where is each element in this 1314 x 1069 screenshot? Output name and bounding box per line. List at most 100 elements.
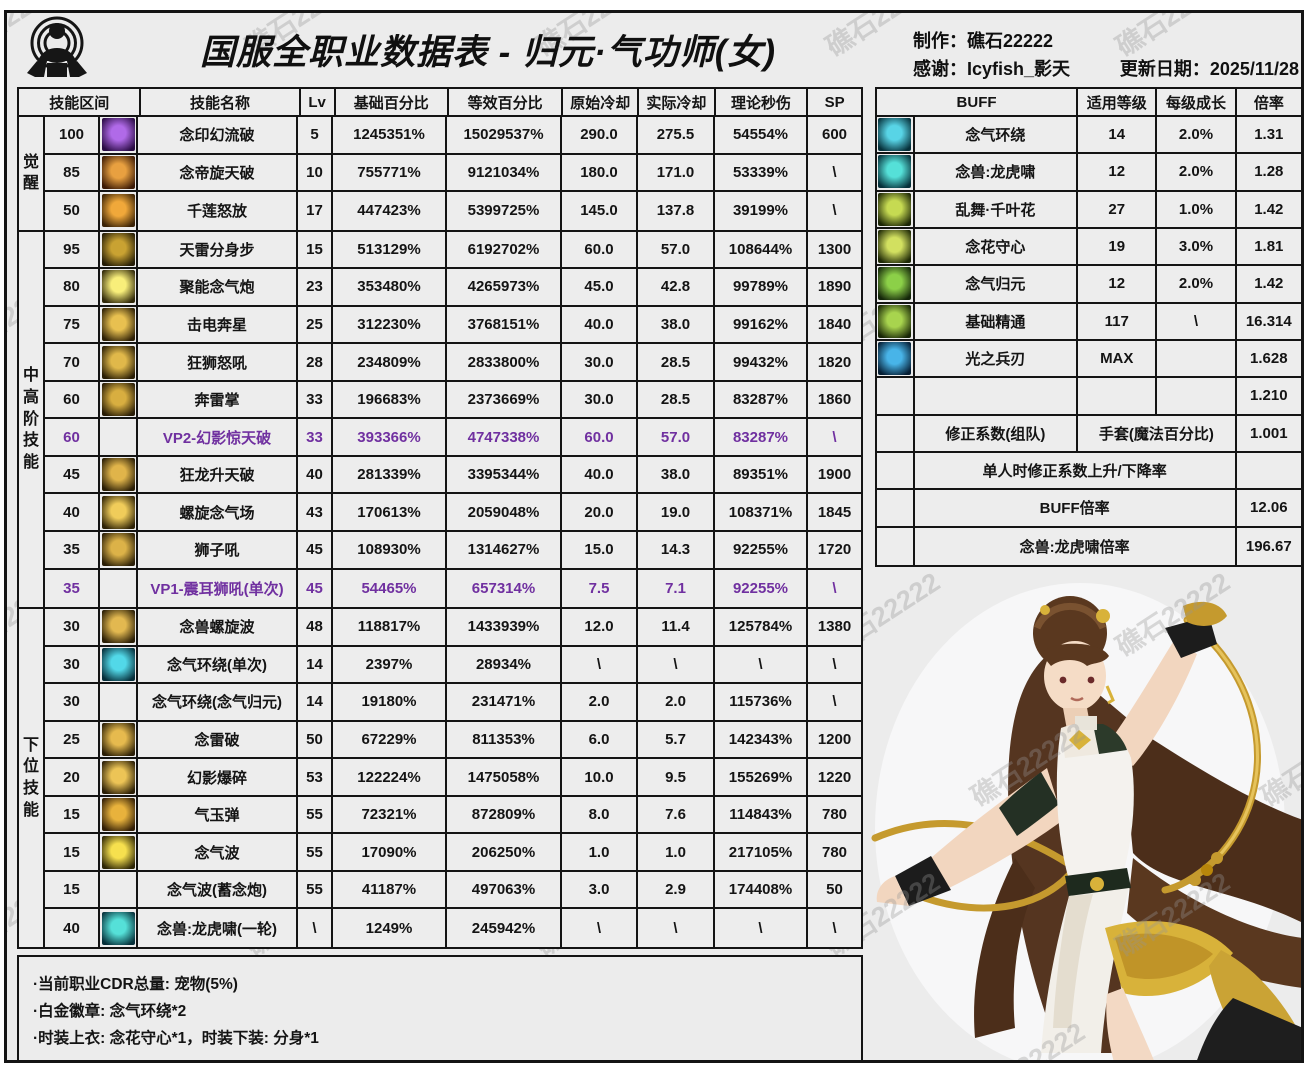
cell-skill-name: 念印幻流破: [138, 117, 298, 153]
cell-skill-name: 念兽:龙虎啸(一轮): [138, 909, 298, 948]
green-swirl-icon-cell: [877, 266, 915, 302]
cell-skill-name: 击电奔星: [138, 306, 298, 343]
cell-dps: 99162%: [715, 306, 808, 343]
green-fist-icon-cell: [877, 303, 915, 339]
empty-icon-cell: [100, 419, 138, 455]
cell-cd: 3.0: [562, 871, 638, 908]
skill-row: 35 狮子吼 45 108930% 1314627% 15.0 14.3 92255% 1720: [45, 532, 861, 570]
cell-mult: 1.81: [1254, 238, 1284, 256]
cell-cd: 2.0: [562, 684, 638, 720]
cell-range: 25: [45, 721, 100, 758]
cell-cd: \: [562, 646, 638, 683]
cell-growth: 1.0%: [1157, 191, 1237, 227]
cell-level: [1078, 378, 1158, 414]
cell-cd-real: 9.5: [638, 759, 715, 795]
cell-base: 170613%: [333, 494, 447, 531]
cell-range: 30: [45, 646, 100, 683]
cell-skill-name: 念气环绕(念气归元): [138, 684, 298, 720]
cell-cd: 45.0: [562, 269, 638, 305]
cyan-tiger-icon: [878, 155, 912, 189]
note-cdr: ·当前职业CDR总量: 宠物(5%): [33, 976, 238, 993]
cell-equiv: 1475058%: [447, 759, 562, 795]
logo-emblem-icon: [27, 16, 87, 77]
cell-skill-name: 天雷分身步: [138, 231, 298, 268]
cell-equiv: 28934%: [447, 646, 562, 683]
cell-sp: 1220: [817, 768, 852, 786]
cell-base: 122224%: [333, 759, 447, 795]
credits-block: 制作：礁石22222 感谢：Icyfish_影天 更新日期：2025/11/28: [905, 23, 1301, 85]
yellow-wave-icon: [101, 835, 135, 869]
cell-base: 755771%: [333, 154, 447, 191]
green-halo-icon: [878, 192, 912, 226]
cell-base: 353480%: [333, 269, 447, 305]
skill-table-header: 技能区间 技能名称 Lv 基础百分比 等效百分比 原始冷却 实际冷却 理论秒伤 …: [19, 89, 861, 117]
cell-dps: 39199%: [715, 192, 808, 230]
cell-range: 50: [45, 192, 100, 230]
skill-group-rows: 95 天雷分身步 15 513129% 6192702% 60.0 57.0 108644% 1…: [45, 231, 861, 608]
cyan-ring-icon: [878, 118, 912, 152]
cell-base: 72321%: [333, 796, 447, 833]
cell-dps: \: [715, 909, 808, 948]
cell-dps: 115736%: [715, 684, 808, 720]
cell-dps: 125784%: [715, 609, 808, 645]
cell-lv: 15: [298, 231, 333, 268]
cell-lv: 5: [298, 117, 333, 153]
skill-row: 85 念帝旋天破 10 755771% 9121034% 180.0 171.0 53339%…: [45, 154, 861, 193]
cell-equiv: 9121034%: [447, 154, 562, 191]
cell-cd: 20.0: [562, 494, 638, 531]
cell-lv: 14: [298, 684, 333, 720]
cell-cd-real: 11.4: [638, 609, 715, 645]
cyan-figure-icon-cell: [100, 646, 138, 683]
cell-mult: 1.42: [1254, 275, 1284, 293]
cell-sp: \: [832, 428, 837, 446]
cell-level: MAX: [1078, 340, 1158, 377]
cell-cd-real: 14.3: [638, 532, 715, 568]
cell-cd: 12.0: [562, 609, 638, 645]
cell-lv: 45: [298, 532, 333, 568]
skill-group-label: 中高阶技能: [19, 231, 45, 608]
skill-group-rows: 100 念印幻流破 5 1245351% 15029537% 290.0 275.5 5455…: [45, 117, 861, 230]
cell-cd: 60.0: [562, 231, 638, 268]
orange-flower-icon-cell: [100, 192, 138, 230]
buff-row: BUFF倍率 12.06: [877, 490, 1301, 528]
cyan-tiger-icon: [101, 911, 135, 945]
buff-table-body: 念气环绕 14 2.0% 1.31 念兽:龙虎啸 12 2.0% 1.28 乱舞·千叶花 27 1.…: [877, 117, 1301, 565]
cell-buff-name: 光之兵刃: [915, 340, 1079, 377]
cell-cd: 145.0: [562, 192, 638, 230]
cell-dps: 217105%: [715, 834, 808, 870]
col-header-base: 基础百分比: [335, 89, 449, 117]
gold-meditate-icon: [101, 760, 135, 794]
gold-beast-icon: [101, 610, 135, 644]
gold-orb-icon-cell: [100, 796, 138, 833]
cell-range: 85: [45, 154, 100, 191]
cell-skill-name: 狂龙升天破: [138, 456, 298, 493]
skill-group: 觉醒 100 念印幻流破 5 1245351% 15029537% 290.0 275.5 54…: [19, 117, 861, 232]
cell-dps: 53339%: [715, 154, 808, 191]
cell-equiv: 2059048%: [447, 494, 562, 531]
group-label-char: 位: [22, 758, 39, 776]
green-halo-icon-cell: [877, 191, 915, 227]
skill-row: 60 VP2-幻影惊天破 33 393366% 4747338% 60.0 57.0 8328…: [45, 419, 861, 457]
cell-range: 20: [45, 759, 100, 795]
cell-mult: 1.42: [1254, 200, 1284, 218]
green-figure-icon-cell: [877, 228, 915, 265]
cell-mult: 1.31: [1254, 126, 1284, 144]
cell-dps: 54554%: [715, 117, 808, 153]
cell-base: 393366%: [333, 419, 447, 455]
cell-lv: 48: [298, 609, 333, 645]
cell-buff-name: 念气环绕: [915, 117, 1079, 153]
cell-dps: 83287%: [715, 381, 808, 418]
cell-equiv: 245942%: [447, 909, 562, 948]
cell-cd-real: 7.1: [638, 569, 715, 608]
gold-rider-icon: [101, 308, 135, 341]
cell-skill-name: VP1-震耳狮吼(单次): [138, 569, 298, 608]
cell-cd-real: 38.0: [638, 456, 715, 493]
skill-group: 下位技能 30 念兽螺旋波 48 118817% 1433939% 12.0 11.4 1257…: [19, 609, 861, 948]
cell-equiv: 231471%: [447, 684, 562, 720]
green-figure-icon: [878, 230, 912, 264]
group-label-char: 中: [22, 367, 39, 385]
skill-row: 70 狂狮怒吼 28 234809% 2833800% 30.0 28.5 99432% 182…: [45, 344, 861, 382]
cell-cd-real: 1.0: [638, 834, 715, 870]
cell-cd: 30.0: [562, 344, 638, 380]
cell-equiv: 1314627%: [447, 532, 562, 568]
